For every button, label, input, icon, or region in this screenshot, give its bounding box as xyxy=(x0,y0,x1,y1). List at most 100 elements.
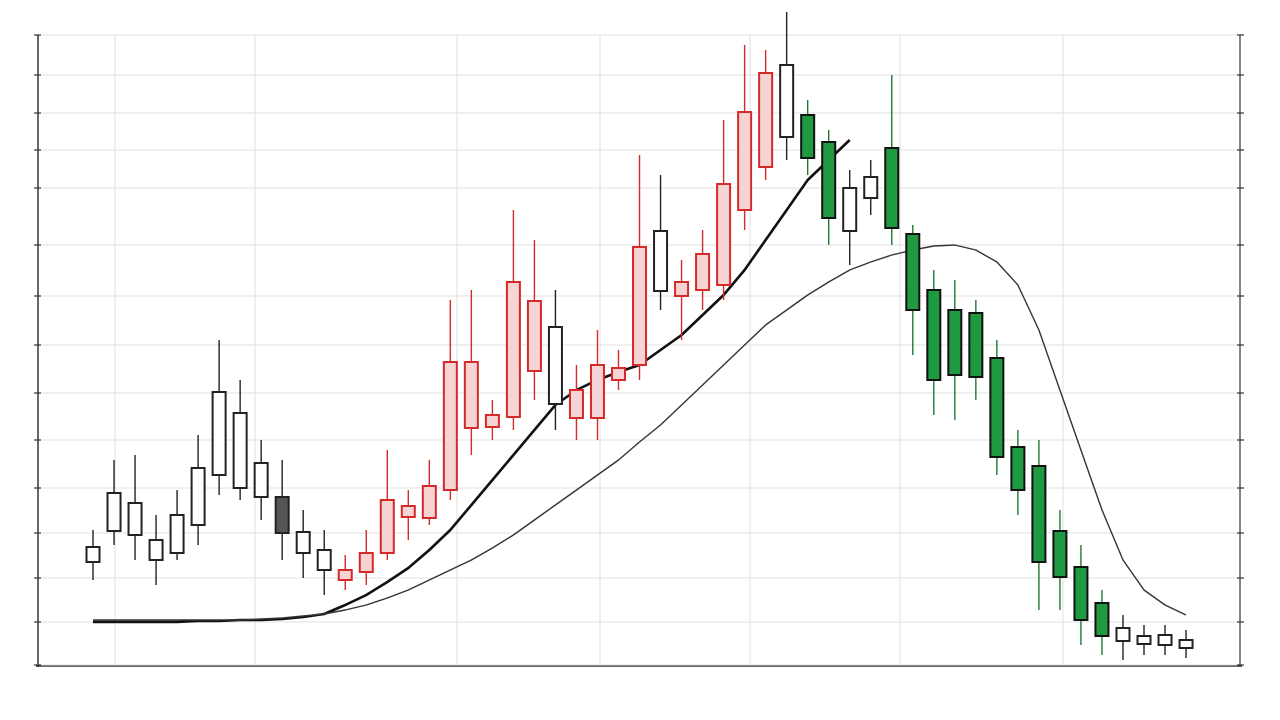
candle-body xyxy=(421,485,437,519)
candle-body xyxy=(779,64,795,138)
candle-body xyxy=(674,281,690,297)
candle-body xyxy=(716,183,732,286)
candle-body xyxy=(358,552,374,573)
candle xyxy=(947,280,963,420)
candle-body xyxy=(1178,639,1194,649)
candle xyxy=(274,460,290,560)
candle xyxy=(905,225,921,355)
candle-body xyxy=(211,391,227,476)
candle-body xyxy=(905,233,921,311)
candle-body xyxy=(947,309,963,376)
candle xyxy=(232,380,248,500)
candle xyxy=(695,230,711,310)
candle-body xyxy=(337,569,353,581)
candle-body xyxy=(274,496,290,534)
candle-body xyxy=(526,300,542,372)
candle-body xyxy=(547,326,563,405)
candle xyxy=(211,340,227,495)
candle-body xyxy=(253,462,269,498)
candle xyxy=(400,490,416,540)
candle-body xyxy=(968,312,984,378)
candle xyxy=(716,120,732,300)
candle-body xyxy=(463,361,479,429)
candle xyxy=(758,50,774,180)
candle xyxy=(1052,510,1068,610)
moving-average-line xyxy=(93,244,1187,621)
candle xyxy=(337,555,353,590)
candle-body xyxy=(800,114,816,159)
candle xyxy=(737,45,753,230)
candle xyxy=(589,330,605,440)
candle xyxy=(1157,625,1173,655)
candle xyxy=(653,175,669,310)
candle xyxy=(379,450,395,560)
candle xyxy=(1010,430,1026,515)
candle-body xyxy=(632,246,648,366)
candle xyxy=(169,490,185,560)
candle-body xyxy=(589,364,605,419)
candle-body xyxy=(653,230,669,292)
candle xyxy=(295,510,311,578)
candle xyxy=(842,170,858,265)
candle xyxy=(1178,630,1194,658)
candle xyxy=(863,160,879,215)
candle-body xyxy=(169,514,185,554)
candle xyxy=(968,300,984,400)
candle-body xyxy=(1136,635,1152,645)
candle-body xyxy=(379,499,395,554)
candle-body xyxy=(148,539,164,561)
candle xyxy=(800,100,816,175)
candle-body xyxy=(85,546,101,563)
candle xyxy=(526,240,542,400)
candle-body xyxy=(190,467,206,526)
candle-body xyxy=(842,187,858,232)
candle xyxy=(1031,440,1047,610)
candle-body xyxy=(989,357,1005,458)
candle-body xyxy=(400,505,416,518)
candle-body xyxy=(758,72,774,168)
candle xyxy=(190,435,206,545)
candle-body xyxy=(127,502,143,536)
candle xyxy=(1115,615,1131,660)
candle-body xyxy=(1010,446,1026,491)
candle xyxy=(127,455,143,560)
candle xyxy=(253,440,269,520)
candle-body xyxy=(737,111,753,211)
candle xyxy=(779,12,795,160)
candle xyxy=(421,460,437,525)
candle-body xyxy=(611,367,626,381)
candle xyxy=(316,530,332,595)
candle xyxy=(674,260,690,340)
candle xyxy=(85,530,101,580)
candle-body xyxy=(442,361,458,491)
candle xyxy=(632,155,648,380)
candle-body xyxy=(695,253,711,291)
candle xyxy=(926,270,942,415)
candle xyxy=(148,515,164,585)
candle xyxy=(547,290,563,430)
candle-body xyxy=(884,147,900,229)
candle-body xyxy=(1073,566,1089,621)
candle-body xyxy=(1157,634,1173,646)
candle xyxy=(884,75,900,245)
candle-body xyxy=(1052,530,1068,578)
candle-body xyxy=(505,281,521,418)
candle xyxy=(106,460,122,545)
candle xyxy=(1094,590,1110,655)
candle-body xyxy=(1094,602,1110,637)
candle-body xyxy=(484,414,500,428)
candle xyxy=(611,350,626,390)
candle xyxy=(463,290,479,455)
candle xyxy=(484,400,500,440)
candle xyxy=(442,300,458,500)
candle-body xyxy=(863,176,879,199)
candle-body xyxy=(232,412,248,489)
candle-body xyxy=(821,141,837,219)
candle xyxy=(568,365,584,440)
candle xyxy=(358,530,374,585)
candle-body xyxy=(926,289,942,381)
candle-body xyxy=(1115,627,1131,642)
candle-body xyxy=(295,531,311,554)
